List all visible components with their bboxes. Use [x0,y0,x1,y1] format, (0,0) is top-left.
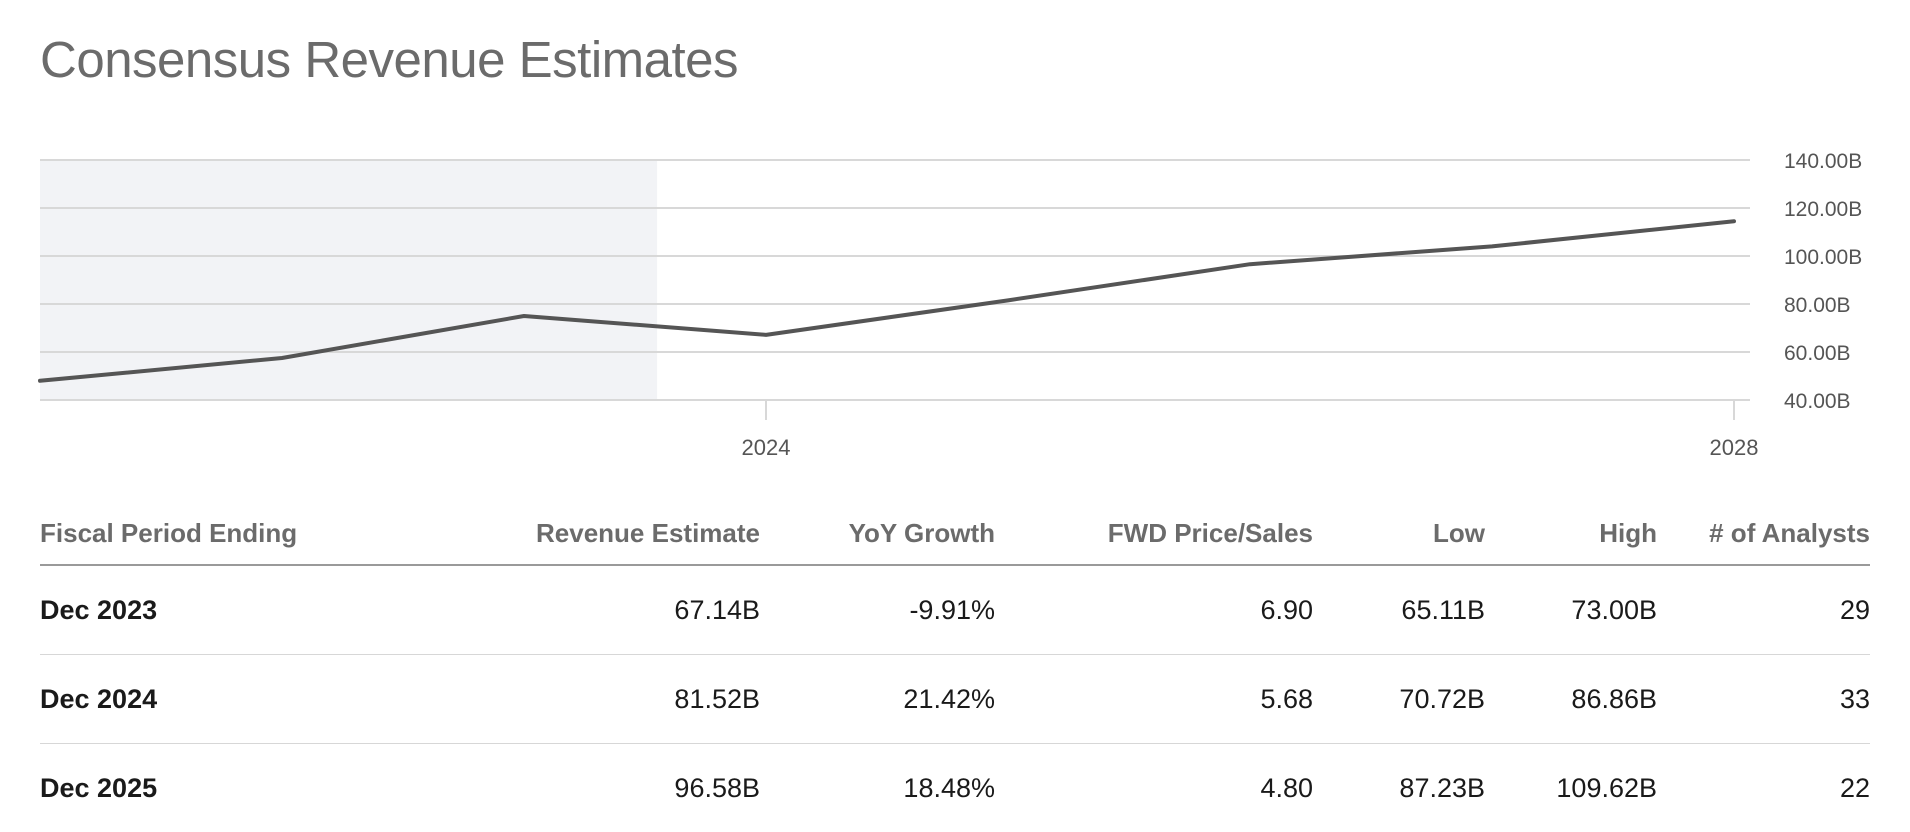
analysts-cell: 29 [1657,565,1870,655]
yoy-growth-cell: 18.48% [760,744,995,832]
fiscal-period-cell: Dec 2025 [40,744,370,832]
table-header-row: Fiscal Period Ending Revenue Estimate Yo… [40,502,1870,565]
revenue-estimate-cell: 96.58B [370,744,760,832]
y-tick-label: 80.00B [1784,294,1851,317]
page-title: Consensus Revenue Estimates [40,30,738,89]
revenue-estimate-cell: 81.52B [370,655,760,744]
table-row: Dec 2023 67.14B -9.91% 6.90 65.11B 73.00… [40,565,1870,655]
high-cell: 86.86B [1485,655,1657,744]
high-cell: 73.00B [1485,565,1657,655]
high-cell: 109.62B [1485,744,1657,832]
table-row: Dec 2025 96.58B 18.48% 4.80 87.23B 109.6… [40,744,1870,832]
header-yoy-growth: YoY Growth [760,502,995,565]
revenue-line-chart: 40.00B 60.00B 80.00B 100.00B 120.00B 140.00B 2… [0,120,1910,470]
historical-period-shade [40,160,657,400]
header-revenue-estimate: Revenue Estimate [370,502,760,565]
low-cell: 87.23B [1313,744,1485,832]
header-analysts: # of Analysts [1657,502,1870,565]
header-fiscal-period: Fiscal Period Ending [40,502,370,565]
y-tick-label: 60.00B [1784,342,1851,365]
y-tick-label: 120.00B [1784,198,1862,221]
revenue-estimate-cell: 67.14B [370,565,760,655]
x-tick-label: 2028 [1710,435,1759,460]
fiscal-period-cell: Dec 2023 [40,565,370,655]
header-low: Low [1313,502,1485,565]
revenue-estimates-table: Fiscal Period Ending Revenue Estimate Yo… [40,502,1870,832]
x-tick-label: 2024 [742,435,791,460]
header-fwd-price-sales: FWD Price/Sales [995,502,1313,565]
low-cell: 65.11B [1313,565,1485,655]
y-tick-label: 100.00B [1784,246,1862,269]
header-high: High [1485,502,1657,565]
fiscal-period-cell: Dec 2024 [40,655,370,744]
yoy-growth-cell: 21.42% [760,655,995,744]
analysts-cell: 22 [1657,744,1870,832]
fwd-price-sales-cell: 4.80 [995,744,1313,832]
fwd-price-sales-cell: 6.90 [995,565,1313,655]
y-tick-label: 140.00B [1784,150,1862,173]
y-tick-label: 40.00B [1784,390,1851,413]
table-row: Dec 2024 81.52B 21.42% 5.68 70.72B 86.86… [40,655,1870,744]
analysts-cell: 33 [1657,655,1870,744]
yoy-growth-cell: -9.91% [760,565,995,655]
fwd-price-sales-cell: 5.68 [995,655,1313,744]
low-cell: 70.72B [1313,655,1485,744]
